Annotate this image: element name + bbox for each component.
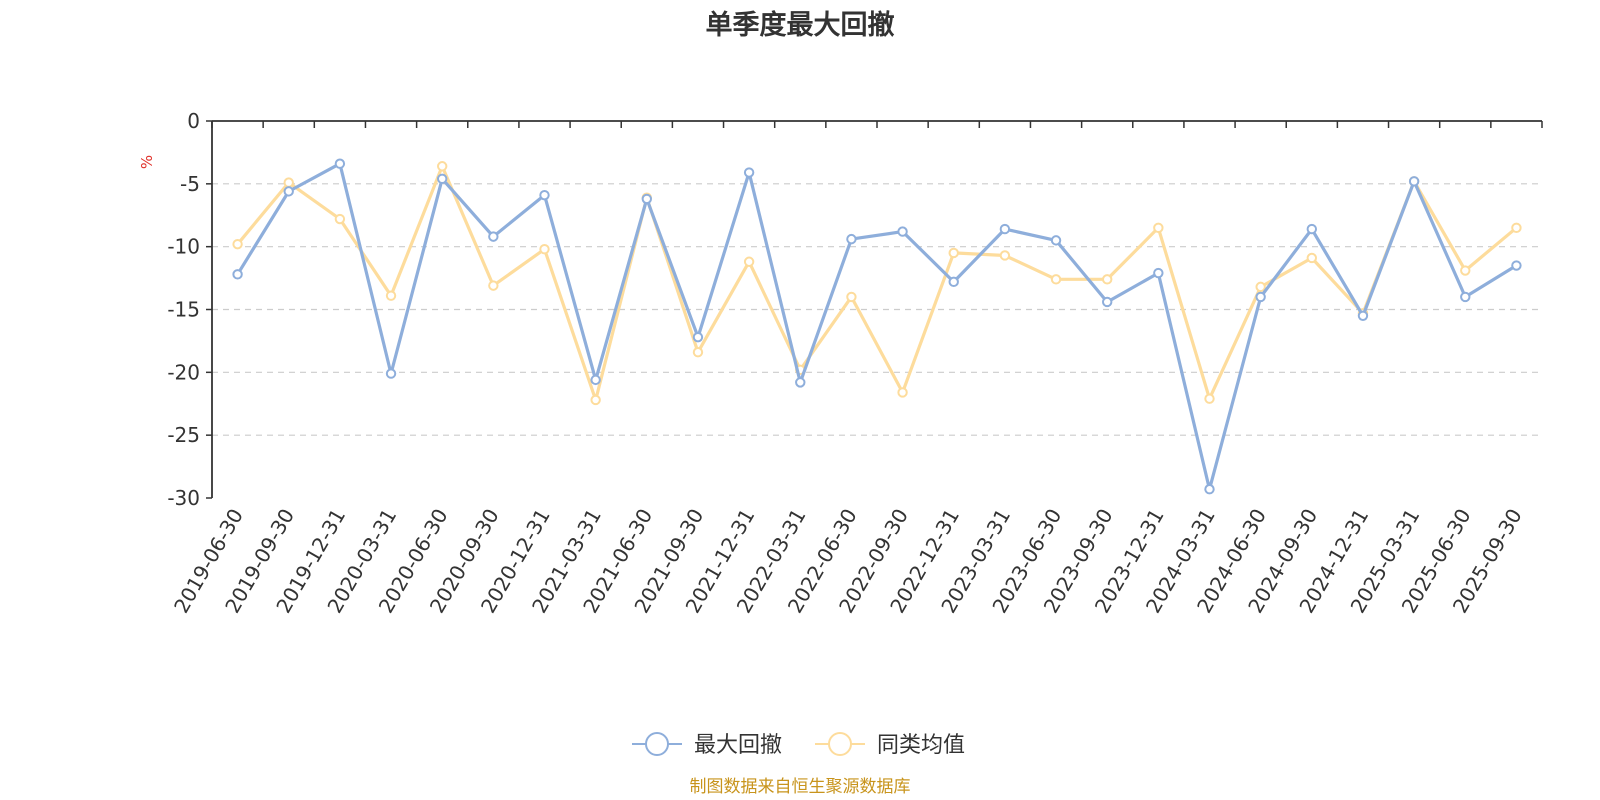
data-point[interactable] [948,276,959,288]
data-point[interactable] [1460,265,1471,276]
data-point[interactable] [232,269,243,280]
data-point[interactable] [1255,281,1266,293]
data-point[interactable] [1357,310,1369,321]
data-point[interactable] [1306,223,1318,235]
data-point[interactable] [1204,484,1215,495]
legend-marker-icon [645,732,669,756]
y-tick-label: -15 [167,298,200,322]
y-tick-label: -5 [180,172,200,196]
data-point[interactable] [334,158,346,169]
y-tick-label: -25 [167,423,200,447]
data-point[interactable] [283,177,294,188]
legend-label: 同类均值 [877,733,965,758]
y-axis-unit: % [138,155,156,169]
data-point[interactable] [1050,274,1062,285]
data-point[interactable] [488,231,499,242]
axis-layer: 0-5-10-15-20-25-302019-06-302019-09-3020… [167,109,1543,617]
data-point[interactable] [539,189,550,201]
data-point[interactable] [1153,222,1164,234]
data-point[interactable] [743,167,755,178]
data-point[interactable] [1408,176,1420,187]
data-point[interactable] [385,368,397,379]
data-point[interactable] [385,290,397,301]
data-point[interactable] [641,193,653,205]
data-point[interactable] [488,280,499,291]
data-point[interactable] [232,238,243,250]
data-point[interactable] [590,374,601,386]
data-point[interactable] [897,226,908,237]
data-point[interactable] [846,291,857,303]
data-point[interactable] [692,331,704,343]
data-point[interactable] [1255,291,1266,303]
data-point[interactable] [743,256,755,267]
data-point[interactable] [590,394,601,406]
data-point[interactable] [1101,296,1113,308]
legend-label: 最大回撤 [694,733,782,758]
data-point[interactable] [692,347,704,358]
chart-title: 单季度最大回撤 [706,9,895,41]
data-point[interactable] [999,250,1011,261]
series-1 [232,158,1522,495]
grid-layer [212,183,1542,436]
series-layer [232,158,1522,495]
data-point[interactable] [436,173,448,185]
data-point[interactable] [999,223,1011,235]
data-point[interactable] [1511,222,1522,234]
data-point[interactable] [897,387,908,398]
y-tick-label: -20 [167,360,200,384]
y-tick-label: -30 [167,486,200,510]
legend-item[interactable]: 同类均值 [815,732,965,758]
data-point[interactable] [1511,260,1522,271]
data-point[interactable] [1306,252,1318,264]
data-point[interactable] [283,186,294,197]
data-point[interactable] [539,243,550,255]
data-point[interactable] [436,161,448,172]
series-line [236,164,1518,402]
data-point[interactable] [1204,393,1215,404]
data-point[interactable] [1153,267,1164,279]
y-tick-label: -10 [167,235,200,259]
source-note: 制图数据来自恒生聚源数据库 [690,777,911,797]
data-point[interactable] [795,377,806,388]
legend-item[interactable]: 最大回撤 [632,732,782,758]
data-point[interactable] [1101,274,1113,285]
data-point[interactable] [948,247,959,259]
series-2 [232,161,1522,406]
y-tick-label: 0 [187,109,200,133]
data-point[interactable] [334,213,346,225]
legend[interactable]: 最大回撤 同类均值 [632,732,965,758]
data-point[interactable] [1460,291,1471,303]
data-point[interactable] [846,233,857,245]
series-line [236,162,1518,491]
legend-marker-icon [828,732,852,756]
data-point[interactable] [1050,235,1062,246]
